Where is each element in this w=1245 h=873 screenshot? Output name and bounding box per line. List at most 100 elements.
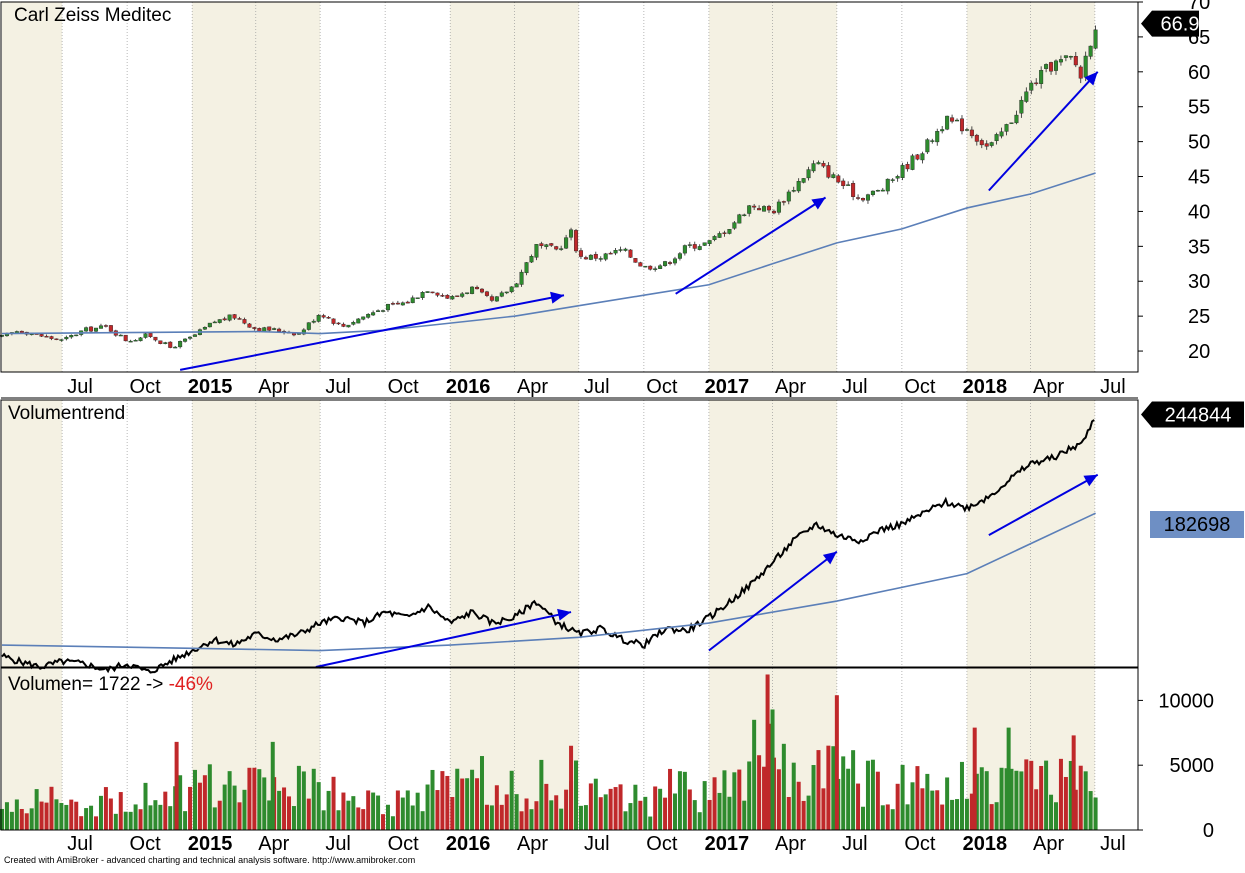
volume-bar-117	[578, 805, 583, 830]
candle-body-209	[1034, 82, 1039, 85]
xaxis-top-label-12: Jul	[842, 376, 868, 398]
season-band-2016-0	[450, 2, 579, 372]
price-ytick-label-8: 60	[1188, 62, 1210, 84]
volume-bar-76	[376, 795, 381, 830]
volume-bar-188	[930, 790, 935, 830]
volume-bar-72	[356, 807, 361, 830]
candle-body-92	[455, 295, 460, 297]
volume-bar-49	[242, 789, 247, 830]
candle-body-149	[737, 214, 742, 224]
volume-bar-126	[623, 811, 628, 830]
candle-body-41	[202, 326, 207, 330]
volumentrend-arrow-0	[315, 611, 572, 668]
volume-bar-185	[915, 766, 920, 830]
volume-bar-42	[207, 764, 212, 830]
candle-body-157	[776, 201, 781, 213]
volumentrend-last-value-badge	[1141, 401, 1244, 428]
volume-bar-78	[385, 804, 390, 830]
volume-bar-184	[910, 782, 915, 830]
volume-bar-90	[445, 775, 450, 830]
volume-bar-106	[524, 798, 529, 830]
volume-bar-83	[410, 805, 415, 830]
volume-bar-118	[583, 805, 588, 830]
price-last-value-badge	[1141, 10, 1199, 37]
season-band-2018-0	[966, 2, 1095, 372]
volume-bar-12	[59, 802, 64, 830]
season-band-2017-0	[708, 2, 837, 372]
volume-bar-123	[608, 788, 613, 830]
volume-bar-11	[54, 799, 59, 830]
candle-body-188	[930, 140, 935, 142]
candle-body-166	[821, 163, 826, 167]
volume-ytick-label-2: 10000	[1158, 690, 1214, 712]
candle-body-192	[950, 117, 955, 122]
volume-bar-53	[262, 777, 267, 830]
candle-body-150	[742, 214, 747, 217]
volume-bar-45	[222, 784, 227, 830]
volume-bar-62	[306, 798, 311, 830]
volumentrend-line	[1, 419, 1095, 674]
volume-bar-168	[831, 746, 836, 830]
volume-bar-166	[821, 788, 826, 830]
candle-body-162	[801, 178, 806, 183]
volume-bar-210	[1039, 765, 1044, 830]
volume-bar-218	[1078, 765, 1083, 830]
volume-bar-17	[84, 808, 89, 830]
candle-body-176	[870, 190, 875, 195]
candle-body-198	[979, 140, 984, 146]
volume-bar-110	[544, 783, 549, 830]
volume-bar-58	[287, 796, 292, 830]
volume-bar-143	[707, 799, 712, 830]
volume-bar-103	[509, 770, 514, 830]
candle-body-17	[84, 327, 89, 332]
volume-bar-187	[925, 773, 930, 830]
volume-bar-212	[1049, 794, 1054, 830]
volume-bar-135	[668, 768, 673, 830]
volume-bar-139	[687, 789, 692, 830]
candle-body-212	[1049, 62, 1054, 72]
candle-body-164	[811, 163, 816, 172]
candle-body-111	[549, 243, 554, 246]
candle-body-126	[623, 248, 628, 251]
candle-body-66	[326, 316, 331, 319]
volume-bar-60	[296, 765, 301, 830]
candle-body-42	[207, 322, 212, 328]
volume-bar-201	[994, 802, 999, 830]
season-band-2016-1	[450, 400, 579, 667]
volume-bar-221	[1093, 797, 1098, 830]
xaxis-top-label-9: Oct	[646, 376, 678, 398]
xaxis-top-label-16: Jul	[1100, 376, 1126, 398]
volume-bar-173	[856, 783, 861, 830]
volume-bar-150	[742, 800, 747, 830]
candle-body-0	[0, 335, 4, 337]
xaxis-top-label-13: Oct	[904, 376, 936, 398]
candle-body-89	[440, 295, 445, 297]
candle-body-79	[390, 303, 395, 305]
volume-bar-50	[247, 767, 252, 830]
volume-bar-59	[291, 806, 296, 830]
candle-body-201	[994, 134, 999, 142]
volume-bar-75	[371, 792, 376, 830]
price-ytick-label-1: 25	[1188, 306, 1210, 328]
candle-body-214	[1058, 59, 1063, 63]
volume-bar-112	[554, 795, 559, 830]
volume-bar-69	[341, 792, 346, 830]
volume-bar-140	[692, 800, 697, 830]
volume-bar-175	[865, 760, 870, 830]
volume-bar-142	[702, 781, 707, 830]
candle-body-47	[232, 314, 237, 319]
candle-body-217	[1073, 56, 1078, 66]
volume-bar-97	[479, 756, 484, 830]
candle-body-14	[69, 335, 74, 338]
volume-bar-181	[895, 783, 900, 830]
volume-bar-64	[316, 782, 321, 830]
candle-body-90	[445, 294, 450, 299]
volume-bar-44	[217, 800, 222, 830]
volume-bar-40	[197, 782, 202, 830]
volume-bar-219	[1083, 771, 1088, 830]
volume-bar-111	[549, 800, 554, 830]
price-panel-frame	[0, 1, 1139, 373]
candle-body-96	[475, 286, 480, 290]
candle-body-197	[974, 134, 979, 142]
volume-bar-71	[351, 796, 356, 830]
